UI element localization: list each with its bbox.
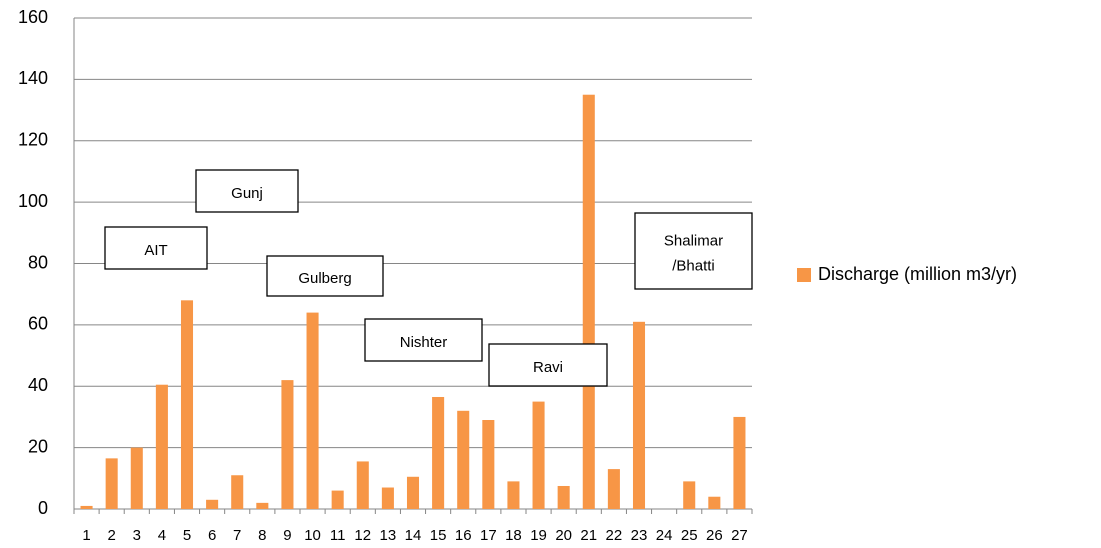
y-tick-label: 40 [28, 375, 48, 395]
x-tick-label: 25 [681, 527, 698, 544]
bar [306, 312, 319, 509]
y-tick-label: 120 [18, 130, 48, 150]
x-tick-label: 11 [330, 527, 346, 544]
annotation-box [266, 255, 384, 297]
bar [457, 410, 470, 509]
annotation-box [104, 226, 208, 270]
annotation-text: Gulberg [298, 270, 351, 287]
y-tick-label: 60 [28, 314, 48, 334]
annotation-box [195, 169, 299, 213]
x-tick-label: 9 [283, 527, 291, 544]
x-tick-label: 21 [580, 527, 597, 544]
bar [381, 487, 394, 509]
legend-swatch [797, 268, 811, 282]
bar [256, 502, 269, 509]
bar [582, 94, 595, 509]
annotation-box [634, 212, 753, 290]
x-tick-label: 5 [183, 527, 191, 544]
bar [356, 461, 369, 509]
x-tick-label: 1 [82, 527, 90, 544]
bar [206, 499, 219, 509]
x-tick-label: 4 [158, 527, 166, 544]
x-tick-label: 19 [530, 527, 547, 544]
y-tick-label: 140 [18, 68, 48, 88]
x-tick-label: 7 [233, 527, 241, 544]
bar [406, 476, 420, 509]
x-tick-label: 6 [208, 527, 216, 544]
bar [105, 458, 118, 509]
y-tick-label: 160 [18, 7, 48, 27]
bar [180, 300, 194, 509]
bar [482, 420, 495, 509]
y-tick-label: 20 [28, 436, 48, 456]
bar [632, 321, 646, 509]
y-tick-label: 80 [28, 252, 48, 272]
x-tick-label: 8 [258, 527, 266, 544]
bar [532, 401, 545, 509]
bar [432, 396, 445, 509]
x-tick-label: 27 [731, 527, 748, 544]
x-tick-label: 14 [405, 527, 422, 544]
x-tick-label: 26 [706, 527, 723, 544]
x-tick-label: 13 [380, 527, 397, 544]
annotation-text: Nishter [400, 334, 448, 351]
bar [231, 475, 244, 509]
x-tick-label: 10 [304, 527, 321, 544]
x-tick-label: 15 [430, 527, 447, 544]
bar [281, 380, 294, 509]
annotation-text: /Bhatti [672, 257, 715, 274]
annotation-text: Ravi [533, 359, 563, 376]
annotation-text: AIT [144, 242, 167, 259]
bar [708, 496, 721, 509]
bar [683, 481, 696, 509]
annotation-box [488, 343, 608, 387]
x-tick-label: 24 [656, 527, 673, 544]
x-tick-label: 12 [354, 527, 371, 544]
bar [80, 505, 93, 509]
y-tick-label: 0 [38, 498, 48, 518]
annotation-box [364, 318, 483, 362]
bar [130, 447, 143, 509]
x-tick-label: 16 [455, 527, 472, 544]
bar [557, 485, 570, 509]
annotation-text: Gunj [231, 185, 263, 202]
legend-label: Discharge (million m3/yr) [818, 264, 1017, 284]
x-tick-label: 2 [107, 527, 115, 544]
bar [607, 469, 620, 509]
x-tick-label: 23 [631, 527, 648, 544]
bar [331, 490, 344, 509]
annotation-text: Shalimar [664, 232, 723, 249]
bar [733, 416, 746, 509]
x-tick-label: 17 [480, 527, 497, 544]
x-tick-label: 22 [606, 527, 623, 544]
y-tick-label: 100 [18, 191, 48, 211]
bar [507, 481, 520, 509]
x-tick-label: 3 [133, 527, 141, 544]
x-tick-label: 20 [555, 527, 572, 544]
x-tick-label: 18 [505, 527, 522, 544]
bar [155, 384, 168, 509]
